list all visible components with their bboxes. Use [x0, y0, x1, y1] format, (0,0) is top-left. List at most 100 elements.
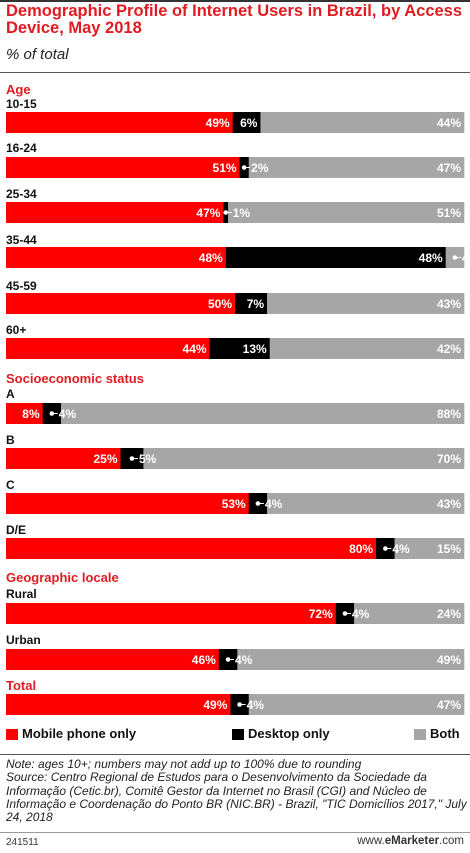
row-label: 35-44	[6, 233, 37, 247]
bar-segment	[6, 403, 43, 424]
bar-segment	[6, 338, 210, 359]
row-label: Urban	[6, 633, 41, 647]
data-label: 4%	[392, 542, 410, 556]
data-label: 4%	[352, 607, 370, 621]
data-label: 49%	[206, 116, 230, 130]
data-label: 8%	[22, 407, 40, 421]
data-label: 46%	[192, 653, 216, 667]
data-label: 25%	[93, 452, 117, 466]
data-label: 4%	[247, 698, 265, 712]
row-label: B	[6, 433, 15, 447]
note-text: Note: ages 10+; numbers may not add up t…	[6, 757, 362, 771]
legend-label-both: Both	[430, 726, 460, 741]
data-label: 42%	[437, 342, 461, 356]
bar-segment	[6, 202, 224, 223]
section-header: Age	[6, 82, 31, 97]
bar-segment	[209, 338, 270, 359]
row-label: 16-24	[6, 141, 37, 155]
row-label: Rural	[6, 587, 37, 601]
bar-segment	[6, 112, 233, 133]
data-label: 4%	[235, 653, 253, 667]
data-label: 43%	[437, 297, 461, 311]
data-label: 24%	[437, 607, 461, 621]
data-label: 6%	[240, 116, 258, 130]
bar-segment	[6, 649, 220, 670]
data-label: 53%	[222, 497, 246, 511]
row-label: C	[6, 478, 15, 492]
chart-title: Demographic Profile of Internet Users in…	[6, 2, 463, 37]
notes: Note: ages 10+; numbers may not add up t…	[6, 757, 468, 825]
bar-segment	[394, 538, 465, 559]
bar-segment	[267, 293, 465, 314]
data-label: 44%	[437, 116, 461, 130]
brand-prefix: www.	[357, 835, 385, 847]
legend-label-desktop: Desktop only	[248, 726, 330, 741]
data-label: 51%	[213, 161, 237, 175]
data-label: 5%	[139, 452, 157, 466]
top-rule	[0, 0, 470, 2]
row-label: 10-15	[6, 97, 37, 111]
row-label: 25-34	[6, 187, 37, 201]
bar-segment	[6, 157, 240, 178]
data-label: 47%	[437, 161, 461, 175]
section-header: Socioeconomic status	[6, 371, 144, 386]
legend: Mobile phone only Desktop only Both	[0, 726, 470, 746]
brand-suffix: .com	[439, 835, 464, 847]
legend-swatch-desktop	[232, 729, 244, 740]
data-label: 88%	[437, 407, 461, 421]
data-label: 1%	[233, 206, 251, 220]
section-header: Total	[6, 678, 36, 693]
data-label: 4%	[59, 407, 77, 421]
data-label: 70%	[437, 452, 461, 466]
row-label: 60+	[6, 323, 26, 337]
bar-segment	[6, 247, 227, 268]
data-label: 48%	[419, 251, 443, 265]
data-label: 48%	[199, 251, 223, 265]
bar-segment	[248, 157, 465, 178]
data-label: 7%	[247, 297, 265, 311]
legend-divider	[0, 754, 470, 755]
brand-logo: www.eMarketer.com	[357, 835, 464, 847]
data-label: 15%	[437, 542, 461, 556]
data-label: 13%	[243, 342, 267, 356]
legend-swatch-mobile	[6, 729, 18, 740]
data-label: 47%	[437, 698, 461, 712]
bar-segment	[225, 247, 446, 268]
chart-subtitle: % of total	[6, 46, 69, 63]
row-label: 45-59	[6, 279, 37, 293]
bar-segment	[6, 694, 231, 715]
bar-segment	[6, 293, 236, 314]
data-label: 44%	[183, 342, 207, 356]
chart-id: 241511	[6, 837, 39, 848]
bar-segment	[232, 112, 261, 133]
bar-segment	[6, 448, 121, 469]
bar-segment	[260, 112, 465, 133]
brand-name: eMarketer	[384, 835, 440, 847]
bar-segment	[6, 538, 377, 559]
data-label: 50%	[208, 297, 232, 311]
data-label: 49%	[437, 653, 461, 667]
data-label: 51%	[437, 206, 461, 220]
bar-segment	[60, 403, 465, 424]
source-text: Source: Centro Regional de Estudos para …	[6, 770, 467, 825]
data-label: 49%	[203, 698, 227, 712]
data-label: 47%	[196, 206, 220, 220]
footer-divider	[0, 832, 470, 833]
row-label: D/E	[6, 523, 26, 537]
bar-segment	[269, 338, 465, 359]
data-label: 80%	[349, 542, 373, 556]
data-label: 43%	[437, 497, 461, 511]
data-label: 72%	[309, 607, 333, 621]
section-header: Geographic locale	[6, 570, 119, 585]
bar-segment	[235, 293, 268, 314]
bar-segment	[248, 694, 465, 715]
bar-segment	[267, 493, 465, 514]
data-label: 4%	[462, 251, 470, 265]
bar-segment	[228, 202, 465, 223]
legend-swatch-both	[414, 729, 426, 740]
title-divider	[0, 72, 470, 73]
legend-label-mobile: Mobile phone only	[22, 726, 137, 741]
bar-segment	[354, 603, 465, 624]
bar-segment	[237, 649, 465, 670]
